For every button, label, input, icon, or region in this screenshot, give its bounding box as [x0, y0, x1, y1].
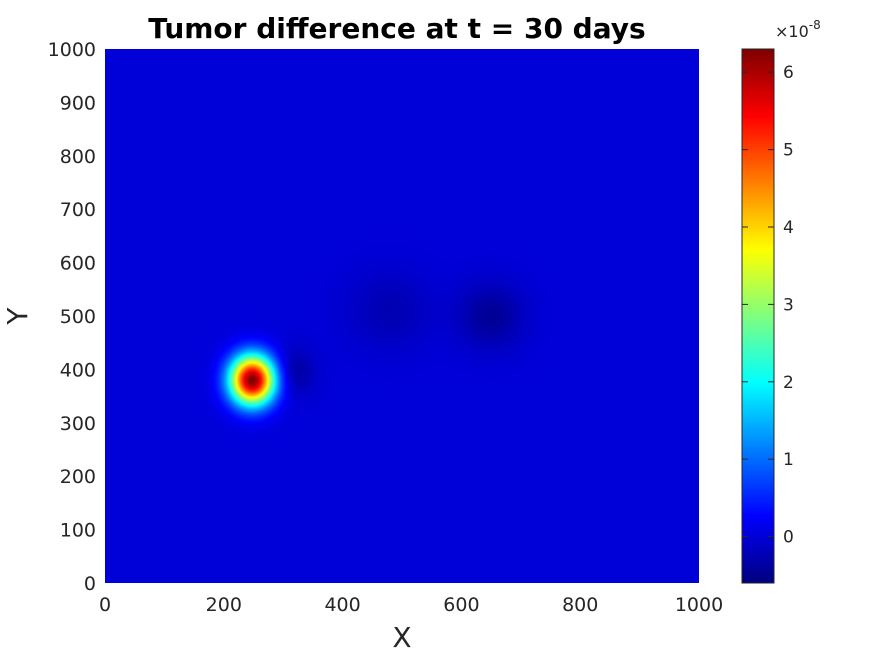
x-tick-label: 1000 [675, 594, 723, 616]
chart-title: Tumor difference at t = 30 days [148, 12, 645, 45]
colorbar-tick-label: 2 [783, 373, 794, 393]
x-tick-label: 600 [443, 594, 479, 616]
x-tick-label: 800 [562, 594, 598, 616]
colorbar-gradient [742, 49, 774, 583]
x-tick-label: 400 [324, 594, 360, 616]
y-tick-label: 400 [60, 359, 96, 381]
colorbar-tick-label: 3 [783, 295, 794, 315]
colorbar-exponent: ×10-8 [775, 18, 821, 41]
colorbar-frame [741, 48, 775, 584]
colorbar-exponent-base: ×10 [775, 22, 809, 41]
y-tick-label: 500 [60, 306, 96, 328]
colorbar-tick-label: 0 [783, 528, 794, 548]
x-tick-label: 0 [99, 594, 111, 616]
colorbar-exponent-power: -8 [809, 18, 821, 32]
y-tick-label: 300 [60, 413, 96, 435]
y-tick-label: 0 [84, 573, 96, 595]
y-tick-label: 700 [60, 199, 96, 221]
colorbar-tick-label: 6 [783, 63, 794, 83]
colorbar-tick-label: 4 [783, 218, 794, 238]
y-axis-label: Y [1, 307, 34, 326]
colorbar-ticks: 0 1 2 3 4 5 6 [742, 63, 794, 548]
colorbar-image-container [742, 49, 774, 583]
y-tick-label: 200 [60, 466, 96, 488]
x-axis-ticks: 0 200 400 600 800 1000 [99, 594, 723, 616]
x-axis-label: X [392, 621, 411, 654]
y-tick-label: 100 [60, 520, 96, 542]
y-tick-label: 800 [60, 146, 96, 168]
heatmap-plot-area [105, 49, 699, 583]
heatmap-image [105, 49, 699, 583]
heatmap-image-container [105, 49, 699, 583]
y-tick-label: 600 [60, 253, 96, 275]
colorbar-tick-label: 1 [783, 450, 794, 470]
y-tick-label: 900 [60, 92, 96, 114]
x-tick-label: 200 [206, 594, 242, 616]
colorbar-tick-label: 5 [783, 141, 794, 161]
y-axis-ticks: 0 100 200 300 400 500 600 700 800 900 1000 [48, 39, 96, 595]
y-tick-label: 1000 [48, 39, 96, 61]
colorbar: 0 1 2 3 4 5 6 ×10-8 [741, 18, 821, 584]
